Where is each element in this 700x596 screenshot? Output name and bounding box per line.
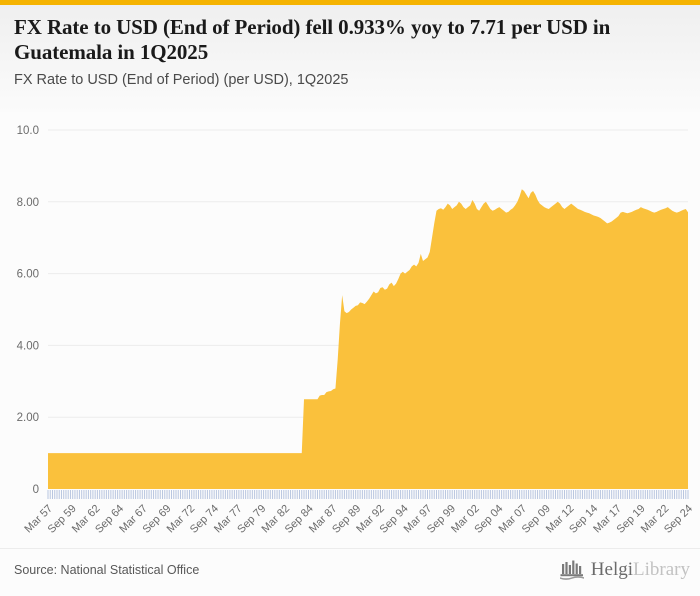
chart-footer: Source: National Statistical Office Helg… [0,548,700,596]
y-axis-label: 0 [33,484,39,496]
helgi-library-logo[interactable]: HelgiLibrary [559,558,690,580]
chart-header: FX Rate to USD (End of Period) fell 0.93… [0,5,700,112]
top-accent-bar [0,0,700,5]
footer-divider [0,548,700,549]
source-note: Source: National Statistical Office [14,563,200,577]
y-axis-labels: 10.0 8.00 6.00 4.00 2.00 0 [17,125,39,496]
y-axis-label: 2.00 [17,412,39,424]
y-axis-label: 6.00 [17,269,39,281]
x-axis-tick-marks [47,490,689,499]
logo-text-helgi: Helgi [590,558,634,580]
logo-text-library: Library [633,558,690,580]
y-axis-label: 8.00 [17,197,39,209]
library-building-icon [559,560,584,580]
page-title: FX Rate to USD (End of Period) fell 0.93… [14,15,611,64]
area-fill [48,189,688,490]
page-subtitle: FX Rate to USD (End of Period) (per USD)… [14,72,349,88]
series-area-fx-rate [48,189,688,490]
y-axis-label: 10.0 [17,125,39,137]
chart-plot-area: 10.0 8.00 6.00 4.00 2.00 0 Mar 57 Sep 59 Mar 62… [0,112,700,548]
y-axis-label: 4.00 [17,340,39,352]
